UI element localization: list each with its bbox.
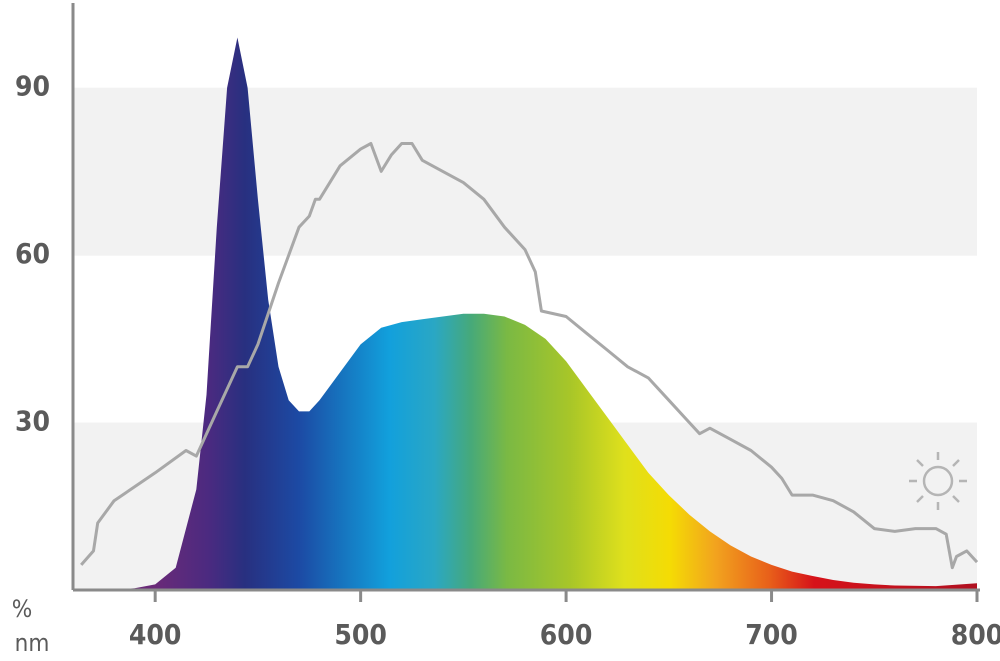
y-tick-label: 90 — [15, 70, 50, 103]
spectrum-area — [73, 37, 977, 590]
sun-icon — [909, 452, 967, 510]
sunlight-line — [80, 142, 979, 570]
x-axis-label: nm — [15, 629, 50, 657]
x-tick-label: 600 — [540, 618, 593, 651]
y-tick-label: 30 — [15, 405, 50, 438]
x-tick-label: 700 — [745, 618, 798, 651]
plot — [73, 37, 979, 590]
x-tick-label: 800 — [951, 618, 1000, 651]
y-tick-label: 60 — [15, 237, 50, 270]
y-axis-label: % — [12, 595, 33, 623]
x-tick-label: 500 — [334, 618, 387, 651]
grid-band — [73, 87, 977, 256]
x-tick-label: 400 — [129, 618, 182, 651]
